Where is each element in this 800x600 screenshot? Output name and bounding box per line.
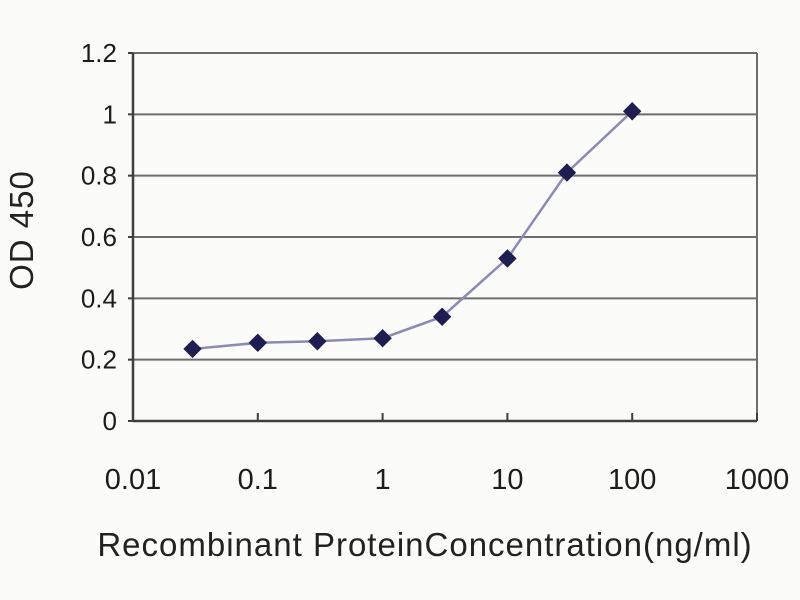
data-point-marker bbox=[373, 328, 392, 348]
data-point-marker bbox=[308, 332, 327, 351]
data-point-marker bbox=[432, 307, 452, 326]
data-point-marker bbox=[622, 102, 642, 121]
y-axis-title: OD 450 bbox=[3, 170, 40, 290]
series-line bbox=[192, 110, 634, 351]
x-tick-label: 10 bbox=[491, 464, 523, 496]
y-tick-label: 0 bbox=[103, 406, 117, 436]
y-tick-label: 0.2 bbox=[81, 345, 117, 375]
x-tick-label: 1000 bbox=[725, 464, 790, 496]
x-tick-label: 0.01 bbox=[105, 464, 161, 496]
data-point-marker bbox=[557, 163, 577, 182]
ticks-layer bbox=[128, 52, 758, 422]
y-tick-label: 0.6 bbox=[81, 222, 117, 252]
data-point-marker bbox=[183, 339, 202, 359]
tick-labels-layer: 0.01 0.1 1 10 100 1000 0 0.2 0.4 0.6 0.8 1 1.2 bbox=[81, 38, 789, 496]
x-tick-label: 1 bbox=[375, 464, 391, 496]
y-tick-label: 1.2 bbox=[81, 38, 117, 68]
data-series-layer bbox=[183, 102, 642, 359]
y-tick-label: 1 bbox=[103, 99, 117, 129]
data-point-marker bbox=[248, 333, 268, 353]
y-tick-label: 0.8 bbox=[81, 161, 117, 191]
x-tick-label: 0.1 bbox=[238, 464, 278, 496]
x-axis-title: Recombinant ProteinConcentration(ng/ml) bbox=[97, 526, 752, 563]
x-tick-label: 100 bbox=[608, 464, 656, 496]
y-tick-label: 0.4 bbox=[81, 283, 117, 313]
gridlines-layer bbox=[133, 52, 758, 421]
data-point-marker bbox=[498, 249, 517, 268]
